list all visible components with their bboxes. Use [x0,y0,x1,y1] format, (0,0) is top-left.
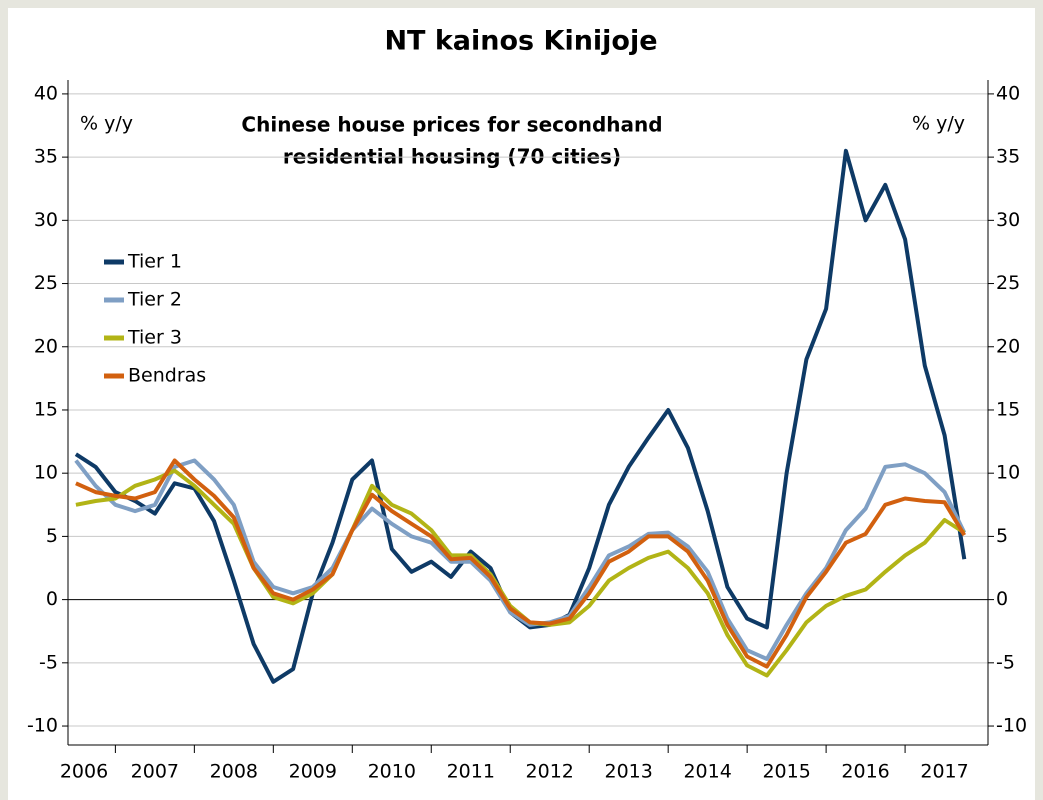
series-line [75,458,967,669]
y-axis-label: % y/y [80,113,133,135]
x-tick-label: 2011 [447,761,495,783]
y-tick-label: 10 [34,462,58,484]
y2-tick-label: 30 [996,209,1020,231]
y-tick-label: 5 [46,525,58,547]
y-tick-label: 30 [34,209,58,231]
x-tick-label: 2009 [289,761,337,783]
chart-background [8,8,1035,800]
y2-tick-label: 5 [996,525,1008,547]
y-tick-label: 20 [34,335,58,357]
legend-label: Tier 1 [127,251,182,273]
y2-tick-label: -5 [996,651,1015,673]
y2-tick-label: 40 [996,82,1020,104]
x-tick-label: 2006 [60,761,108,783]
x-tick-label: 2014 [683,761,731,783]
x-tick-label: 2017 [920,761,968,783]
y-tick-label: 35 [34,146,58,168]
y-tick-label: 15 [34,398,58,420]
chart-title: NT kainos Kinijoje [384,26,657,57]
y-tick-label: -10 [27,715,58,737]
y2-tick-label: 25 [996,272,1020,294]
chart-subtitle: residential housing (70 cities) [283,145,621,169]
x-tick-label: 2007 [131,761,179,783]
series-line [74,458,967,661]
y2-tick-label: 10 [996,462,1020,484]
legend-label: Bendras [128,365,206,387]
y-tick-label: 40 [34,82,58,104]
x-tick-label: 2015 [762,761,810,783]
y2-tick-label: 20 [996,335,1020,357]
x-tick-label: 2008 [210,761,258,783]
y-tick-label: 0 [46,588,58,610]
y2-tick-label: 35 [996,146,1020,168]
x-tick-label: 2010 [368,761,416,783]
y2-axis-label: % y/y [912,113,965,135]
x-tick-label: 2012 [526,761,574,783]
y2-tick-label: 15 [996,398,1020,420]
y-tick-label: -5 [39,651,58,673]
legend-label: Tier 3 [127,327,182,349]
x-tick-label: 2016 [841,761,889,783]
chart-subtitle: Chinese house prices for secondhand [241,113,662,137]
y-tick-label: 25 [34,272,58,294]
x-tick-label: 2013 [605,761,653,783]
legend-label: Tier 2 [127,289,182,311]
y2-tick-label: -10 [996,715,1027,737]
y2-tick-label: 0 [996,588,1008,610]
